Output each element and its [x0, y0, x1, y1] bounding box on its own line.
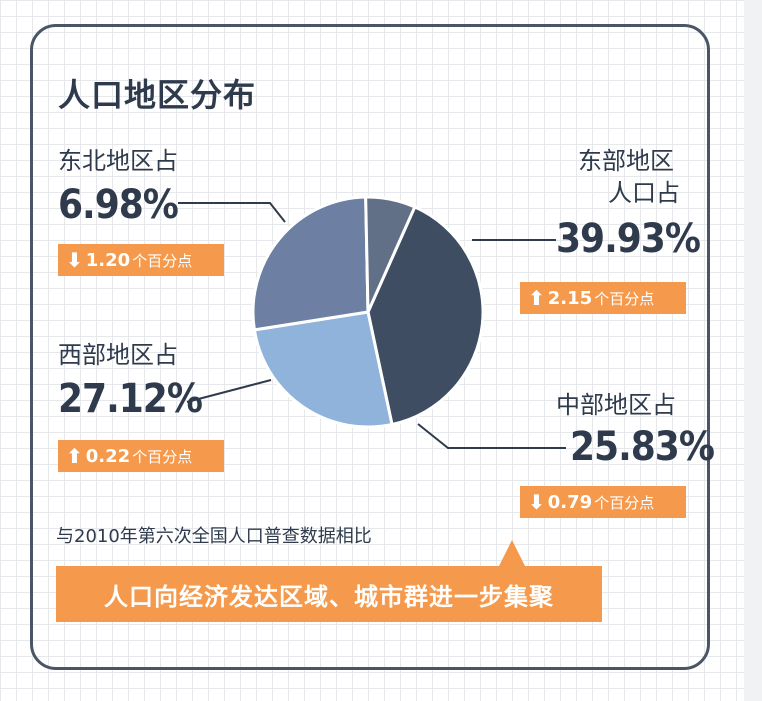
east-change-unit: 个百分点 [594, 289, 655, 308]
infographic-card [30, 24, 710, 670]
arrow-up-icon: ⬆ [528, 286, 545, 310]
northeast-change-badge: ⬇ 1.20 个百分点 [58, 244, 224, 276]
northeast-label: 东北地区占 [58, 147, 178, 175]
northeast-value: 6.98% [58, 182, 179, 228]
northeast-change-unit: 个百分点 [132, 251, 193, 270]
leader-line-west [186, 379, 272, 403]
west-change-value: 0.22 [85, 445, 131, 467]
pie-slice-1 [252, 310, 394, 429]
arrow-down-icon: ⬇ [66, 248, 83, 272]
central-change-badge: ⬇ 0.79 个百分点 [520, 486, 686, 518]
comparison-note: 与2010年第六次全国人口普查数据相比 [56, 526, 372, 547]
pie-slice-3 [364, 195, 417, 313]
west-change-unit: 个百分点 [132, 447, 193, 466]
banner-pointer [498, 540, 526, 568]
pie-slice-0 [366, 204, 485, 427]
arrow-up-icon: ⬆ [66, 444, 83, 468]
east-change-value: 2.15 [547, 287, 593, 309]
east-label-line1: 东部地区 [578, 147, 674, 175]
east-change-badge: ⬆ 2.15 个百分点 [520, 282, 686, 314]
page-scroll-strip [744, 0, 762, 701]
leader-line-northeast [178, 202, 286, 223]
east-value: 39.93% [556, 216, 701, 262]
west-change-badge: ⬆ 0.22 个百分点 [58, 440, 224, 472]
chart-title: 人口地区分布 [58, 76, 257, 114]
leader-line-central [417, 423, 566, 449]
pie-slice-2 [251, 195, 370, 332]
arrow-down-icon: ⬇ [528, 490, 545, 514]
central-change-value: 0.79 [547, 491, 593, 513]
central-label: 中部地区占 [556, 391, 676, 419]
northeast-change-value: 1.20 [85, 249, 131, 271]
central-value: 25.83% [570, 424, 715, 470]
east-label-line2: 人口占 [608, 179, 680, 207]
central-change-unit: 个百分点 [594, 493, 655, 512]
conclusion-banner: 人口向经济发达区域、城市群进一步集聚 [56, 566, 602, 622]
west-value: 27.12% [58, 376, 203, 422]
west-label: 西部地区占 [58, 341, 178, 369]
